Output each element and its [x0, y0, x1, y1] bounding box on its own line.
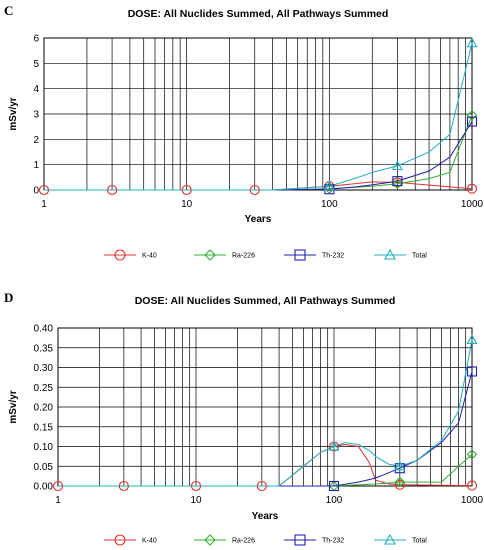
- panel-letter: C: [4, 3, 13, 18]
- data-point-th-232: [328, 480, 340, 492]
- series-line-th-232: [44, 121, 473, 191]
- series-group: [52, 334, 478, 492]
- chart-panel-c: C DOSE: All Nuclides Summed, All Pathways…: [4, 3, 484, 261]
- legend: K-40 Ra-226 Th-232 Total: [104, 533, 427, 546]
- x-tick-label: 1: [55, 495, 61, 506]
- data-point-total: [323, 180, 335, 191]
- legend-label: Ra-226: [232, 538, 255, 545]
- data-point-total: [394, 460, 406, 471]
- y-tick-label: 4: [33, 84, 39, 95]
- chart-panel-d: D DOSE: All Nuclides Summed, All Pathways…: [4, 290, 484, 546]
- legend-label: Total: [412, 253, 427, 260]
- legend-marker-k-40: [114, 249, 126, 261]
- x-tick-label: 10: [190, 495, 202, 506]
- data-point-ra-226: [392, 178, 403, 189]
- gridlines: [58, 328, 472, 486]
- y-tick-label: 5: [33, 59, 39, 70]
- x-axis-label: Years: [252, 511, 279, 522]
- data-point-th-232: [392, 176, 403, 187]
- legend-label: Th-232: [322, 538, 344, 545]
- x-tick-label: 1000: [461, 199, 484, 210]
- y-axis-label: mSv/yr: [8, 97, 19, 130]
- y-axis-label: mSv/yr: [8, 390, 19, 423]
- y-tick-label: 0.40: [34, 324, 54, 335]
- y-tick-label: 0.00: [34, 482, 54, 493]
- gridlines: [44, 38, 472, 190]
- data-point-ra-226: [466, 109, 478, 121]
- data-point-th-232: [466, 366, 478, 377]
- y-tick-label: 1: [33, 160, 39, 171]
- data-point-ra-226: [466, 449, 478, 460]
- x-axis-label: Years: [245, 214, 272, 225]
- data-point-k-40: [181, 184, 192, 196]
- data-point-total: [391, 160, 403, 171]
- y-tick-label: 0.05: [34, 462, 54, 473]
- chart-title: DOSE: All Nuclides Summed, All Pathways …: [135, 295, 396, 307]
- data-point-k-40: [249, 184, 260, 196]
- y-tick-label: 2: [33, 135, 39, 146]
- x-tick-label: 10: [181, 199, 193, 210]
- legend-marker-th-232: [294, 249, 306, 261]
- legend-marker-ra-226: [204, 534, 216, 546]
- y-tick-label: 0.10: [34, 442, 54, 453]
- x-tick-label: 1: [41, 199, 47, 210]
- series-line-ra-226: [58, 454, 473, 487]
- panel-letter: D: [4, 290, 13, 305]
- legend-label: Th-232: [322, 253, 344, 260]
- series-line-th-232: [58, 371, 473, 487]
- data-point-k-40: [256, 480, 267, 492]
- data-point-k-40: [466, 183, 478, 194]
- y-tick-label: 0.35: [34, 343, 54, 354]
- x-tick-label: 100: [326, 495, 343, 506]
- data-point-k-40: [190, 480, 202, 492]
- series-group: [38, 37, 478, 196]
- legend-label: K-40: [142, 253, 157, 260]
- legend-label: Ra-226: [232, 253, 255, 260]
- data-point-k-40: [466, 480, 478, 491]
- data-point-ra-226: [394, 476, 406, 488]
- legend-marker-th-232: [294, 534, 306, 546]
- legend-marker-total: [384, 248, 396, 260]
- legend-marker-k-40: [114, 534, 126, 546]
- legend-label: Total: [412, 538, 427, 545]
- y-tick-label: 3: [33, 110, 39, 121]
- y-tick-label: 0.25: [34, 383, 54, 394]
- data-point-total: [466, 37, 478, 48]
- y-tick-label: 0.20: [34, 403, 54, 414]
- y-tick-label: 0.30: [34, 363, 54, 374]
- y-tick-label: 0: [33, 186, 39, 197]
- data-point-th-232: [394, 463, 405, 474]
- x-tick-label: 1000: [461, 495, 484, 506]
- legend: K-40 Ra-226 Th-232 Total: [104, 248, 427, 261]
- data-point-total: [466, 334, 478, 345]
- legend-marker-total: [384, 533, 396, 545]
- data-point-k-40: [107, 184, 118, 196]
- data-point-total: [328, 440, 340, 451]
- legend-marker-ra-226: [204, 249, 216, 261]
- series-line-total: [58, 339, 473, 487]
- data-point-k-40: [38, 184, 50, 196]
- y-tick-label: 0.15: [34, 422, 54, 433]
- data-point-th-232: [466, 116, 478, 127]
- data-point-k-40: [394, 479, 405, 490]
- y-tick-label: 6: [33, 34, 39, 45]
- legend-label: K-40: [142, 538, 157, 545]
- data-point-k-40: [52, 480, 64, 492]
- x-tick-label: 100: [321, 199, 338, 210]
- data-point-k-40: [118, 480, 129, 492]
- chart-title: DOSE: All Nuclides Summed, All Pathways …: [128, 8, 389, 20]
- series-line-total: [44, 42, 473, 191]
